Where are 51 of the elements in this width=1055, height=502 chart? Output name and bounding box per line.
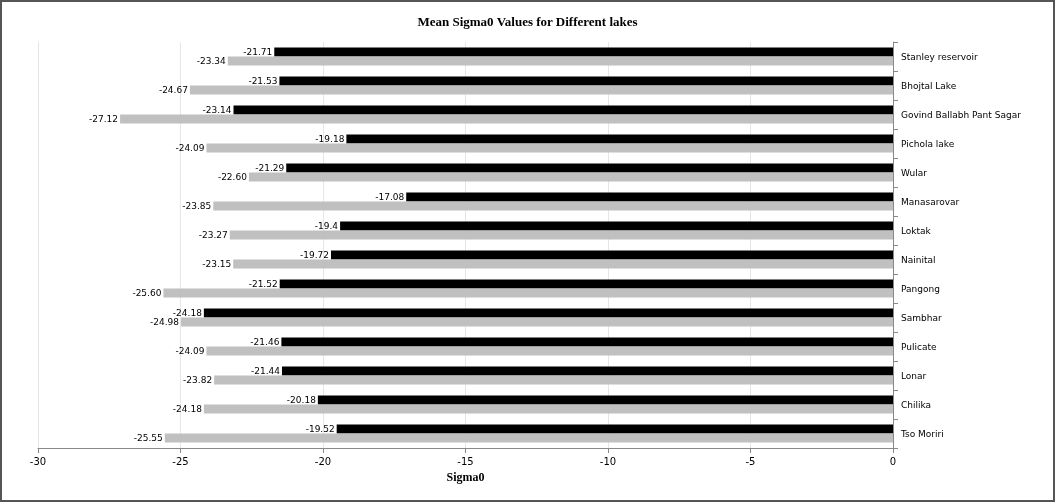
data-label: -17.08 (375, 192, 405, 202)
data-label: -23.14 (202, 105, 232, 115)
data-label: -22.60 (217, 172, 248, 182)
data-label: -24.18 (172, 404, 203, 414)
y-tick-label: Nainital (901, 254, 936, 265)
y-tick-label: Govind Ballabh Pant Sagar (901, 109, 1022, 120)
y-tick-label: Lonar (901, 370, 927, 381)
data-label: -24.67 (158, 85, 188, 95)
data-label: -21.44 (250, 366, 281, 376)
data-label: -24.18 (172, 308, 203, 318)
y-tick-label: Wular (901, 167, 928, 178)
y-tick-label: Loktak (901, 225, 932, 236)
data-label: -24.98 (150, 317, 180, 327)
data-label: -23.85 (182, 201, 212, 211)
x-tick-label: -10 (599, 455, 617, 467)
data-label: -21.46 (250, 337, 280, 347)
chart-title: Mean Sigma0 Values for Different lakes (417, 14, 638, 29)
y-tick-label: Stanley reservoir (901, 51, 978, 62)
data-label: -25.60 (132, 288, 162, 298)
y-tick-label: Pangong (901, 283, 940, 294)
x-tick-label: -5 (745, 455, 756, 467)
data-label: -23.82 (183, 375, 213, 385)
data-label: -23.34 (196, 56, 227, 66)
y-tick-label: Pichola lake (901, 138, 955, 149)
data-label: -21.71 (243, 47, 273, 57)
data-label: -19.72 (299, 250, 329, 260)
x-tick-label: 0 (889, 455, 897, 467)
y-tick-label: Pulicate (901, 341, 937, 352)
data-label: -21.29 (255, 163, 285, 173)
data-label: -21.52 (248, 279, 278, 289)
data-label: -19.52 (305, 424, 335, 434)
data-label: -19.4 (314, 221, 339, 231)
data-label: -23.15 (202, 259, 232, 269)
data-label: -21.53 (248, 76, 278, 86)
y-tick-label: Chilika (901, 399, 932, 410)
x-tick-label: -20 (314, 455, 332, 467)
x-tick-label: -15 (457, 455, 474, 467)
data-label: -20.18 (286, 395, 317, 405)
data-label: -24.09 (175, 143, 205, 153)
data-label: -27.12 (89, 114, 119, 124)
data-label: -23.27 (198, 230, 228, 240)
y-tick-label: Tso Moriri (900, 428, 944, 439)
data-label: -25.55 (133, 433, 163, 443)
y-tick-label: Sambhar (901, 312, 942, 323)
y-tick-label: Bhojtal Lake (901, 80, 957, 91)
x-tick-label: -30 (29, 455, 47, 467)
x-axis-title: Sigma0 (446, 469, 485, 484)
y-tick-label: Manasarovar (901, 196, 960, 207)
data-label: -19.18 (315, 134, 345, 144)
x-tick-label: -25 (172, 455, 189, 467)
data-label: -24.09 (175, 346, 205, 356)
